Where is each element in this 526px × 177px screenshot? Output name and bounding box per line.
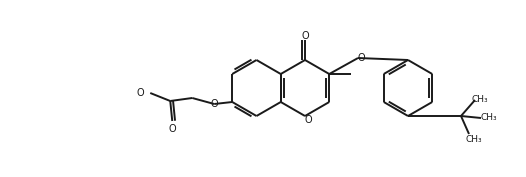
Text: O: O — [357, 53, 365, 63]
Text: CH₃: CH₃ — [481, 113, 497, 122]
Text: CH₃: CH₃ — [472, 95, 488, 104]
Text: CH₃: CH₃ — [466, 135, 482, 144]
Text: O: O — [304, 115, 312, 125]
Text: O: O — [168, 124, 176, 134]
Text: O: O — [301, 31, 309, 41]
Text: O: O — [136, 88, 144, 98]
Text: O: O — [210, 99, 218, 109]
